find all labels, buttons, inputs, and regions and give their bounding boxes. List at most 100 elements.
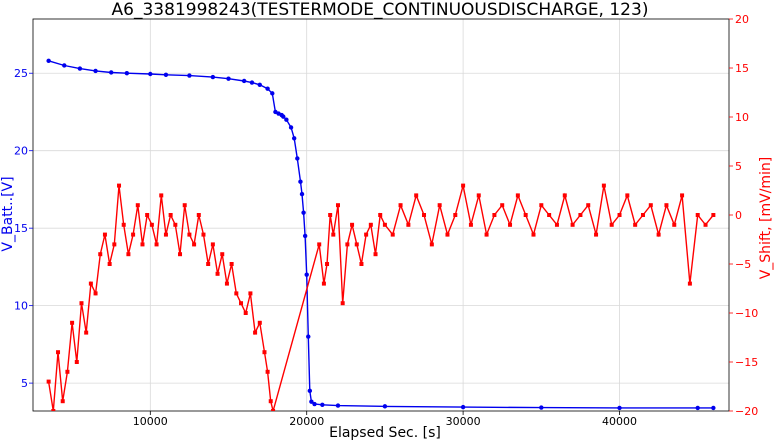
x-tick-label: 10000 xyxy=(133,415,168,428)
v-batt-point xyxy=(163,72,169,77)
v-shift-point xyxy=(656,232,661,237)
v-batt-point xyxy=(299,191,305,197)
v-batt-point xyxy=(309,399,314,404)
v-batt-point xyxy=(304,272,309,277)
v-shift-point xyxy=(60,399,65,404)
v-batt-point xyxy=(284,117,289,122)
v-batt-point xyxy=(210,74,216,80)
v-shift-point xyxy=(93,291,98,296)
v-batt-point xyxy=(291,136,297,141)
v-shift-point xyxy=(70,320,75,325)
v-batt-point xyxy=(302,233,308,239)
v-batt-point xyxy=(187,73,192,78)
v-shift-point xyxy=(173,222,178,227)
x-tick-label: 30000 xyxy=(446,415,481,428)
v-shift-point xyxy=(680,193,685,198)
v-shift-point xyxy=(187,232,192,237)
v-shift-point xyxy=(210,242,215,247)
v-shift-point xyxy=(65,369,70,374)
v-batt-point xyxy=(62,63,67,68)
v-shift-point xyxy=(640,213,645,217)
v-shift-point xyxy=(271,409,276,411)
v-shift-point xyxy=(154,242,159,247)
y-right-tick-label: −20 xyxy=(735,405,758,418)
v-shift-point xyxy=(437,203,442,208)
v-shift-point xyxy=(703,222,708,227)
v-batt-point xyxy=(539,405,544,410)
v-shift-point xyxy=(523,213,528,217)
v-batt-point xyxy=(711,405,716,411)
y-right-tick-label: −10 xyxy=(735,307,758,320)
v-shift-point xyxy=(257,320,262,325)
v-batt-point xyxy=(249,80,255,85)
v-shift-point xyxy=(178,252,183,257)
v-shift-point xyxy=(84,330,89,335)
v-shift-point xyxy=(248,291,253,296)
v-shift-point xyxy=(51,409,56,411)
y-axis-right-label: V_Shift, [mV/min] xyxy=(758,157,774,280)
v-shift-point xyxy=(390,232,395,237)
v-shift-point xyxy=(135,203,140,208)
grid-layer xyxy=(33,19,729,411)
v-shift-point xyxy=(88,281,93,286)
v-shift-point xyxy=(508,222,513,227)
v-batt-point xyxy=(124,71,130,76)
v-batt-point xyxy=(93,68,98,74)
v-shift-point xyxy=(711,213,716,217)
v-shift-point xyxy=(547,213,552,217)
v-batt-point xyxy=(46,58,51,64)
v-shift-point xyxy=(578,213,583,217)
v-shift-point xyxy=(500,203,505,208)
y-left-tick-label: 10 xyxy=(14,300,28,313)
v-shift-point xyxy=(468,222,473,227)
v-shift-point xyxy=(79,301,84,306)
v-shift-point xyxy=(331,232,336,237)
v-shift-point xyxy=(609,222,614,227)
v-shift-point xyxy=(625,193,630,198)
v-shift-point xyxy=(414,193,419,198)
y-left-tick-label: 20 xyxy=(14,145,28,158)
v-shift-point xyxy=(445,232,450,237)
y-left-tick-label: 5 xyxy=(21,377,28,390)
v-shift-point xyxy=(484,232,489,237)
v-batt-point xyxy=(109,70,114,75)
y-right-tick-label: 15 xyxy=(735,62,749,75)
v-shift-point xyxy=(168,213,173,217)
v-shift-point xyxy=(617,213,622,217)
v-shift-point xyxy=(196,213,201,217)
v-shift-point xyxy=(492,213,497,217)
v-shift-point xyxy=(220,252,225,257)
y-left-tick-label: 15 xyxy=(14,222,28,235)
v-shift-point xyxy=(112,242,117,247)
v-shift-point xyxy=(239,301,244,306)
v-batt-point xyxy=(312,401,317,407)
chart-title: A6_3381998243(TESTERMODE_CONTINUOUSDISCH… xyxy=(112,0,649,20)
v-shift-point xyxy=(368,222,373,227)
v-shift-point xyxy=(107,262,112,266)
v-shift-point xyxy=(321,281,326,286)
v-shift-point xyxy=(131,232,136,237)
v-shift-point xyxy=(121,222,126,227)
v-shift-point xyxy=(350,222,355,227)
series-group xyxy=(46,58,716,411)
y-right-tick-label: 10 xyxy=(735,111,749,124)
v-batt-point xyxy=(77,66,83,71)
y-right-tick-label: 5 xyxy=(735,160,742,173)
v-batt-point xyxy=(382,404,388,409)
v-batt-point xyxy=(257,82,262,88)
v-shift-point xyxy=(335,203,340,208)
v-shift-point xyxy=(382,222,387,227)
v-batt-point xyxy=(270,91,275,96)
v-shift-point xyxy=(364,232,369,237)
v-batt-point xyxy=(695,405,700,411)
v-shift-point xyxy=(601,183,606,188)
v-shift-point xyxy=(74,360,79,364)
v-shift-point xyxy=(201,232,206,237)
v-shift-point xyxy=(149,222,154,227)
v-shift-point xyxy=(633,222,638,227)
v-shift-point xyxy=(476,193,481,198)
v-batt-point xyxy=(298,179,303,184)
v-shift-point xyxy=(224,281,229,286)
v-shift-point xyxy=(46,379,51,384)
v-shift-point xyxy=(243,311,248,315)
